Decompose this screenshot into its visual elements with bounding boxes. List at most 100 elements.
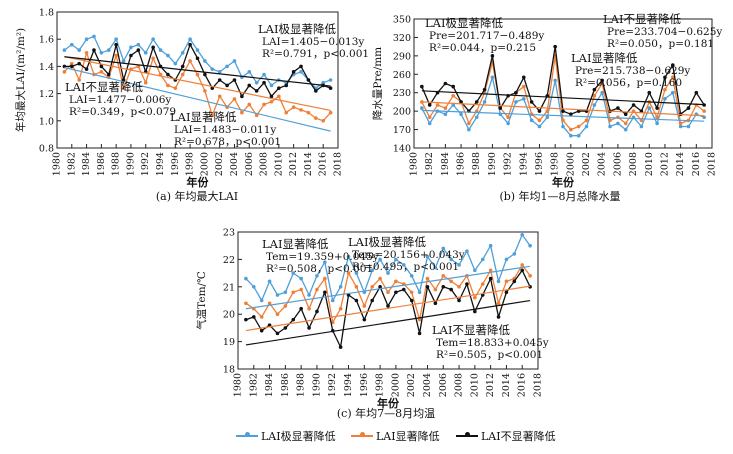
data-point: [647, 90, 652, 95]
data-point: [663, 97, 667, 101]
annotation-stats: R²=0.044，p=0.215: [429, 42, 536, 54]
data-point: [449, 279, 453, 284]
y-tick-label: 1.2: [39, 89, 54, 100]
data-point: [702, 109, 706, 113]
data-point: [608, 124, 612, 129]
data-point: [427, 115, 432, 120]
data-point: [520, 232, 525, 237]
x-tick-label: 2000: [390, 373, 401, 397]
data-point: [259, 328, 264, 333]
data-point: [151, 56, 155, 61]
x-tick-label: 2004: [229, 152, 240, 176]
data-point: [254, 113, 259, 118]
data-point: [195, 56, 200, 61]
data-point: [173, 61, 178, 66]
data-point: [537, 124, 542, 129]
data-point: [121, 86, 126, 90]
data-point: [467, 127, 471, 132]
x-tick-label: 1992: [503, 152, 514, 176]
data-point: [114, 42, 118, 47]
legend-marker-3: [465, 432, 470, 437]
data-point: [346, 254, 351, 259]
data-point: [291, 290, 296, 295]
x-tick-label: 1986: [96, 152, 107, 176]
data-point: [441, 274, 446, 278]
data-point: [631, 103, 636, 107]
x-tick-label: 1980: [52, 152, 63, 176]
data-point: [225, 83, 229, 88]
y-tick-label: 1.4: [39, 62, 54, 73]
data-point: [686, 124, 691, 129]
data-point: [262, 102, 266, 107]
x-tick-label: 2014: [675, 152, 686, 176]
y-tick-label: 18: [223, 365, 235, 376]
data-point: [247, 102, 252, 107]
data-point: [639, 124, 644, 129]
data-point: [338, 285, 343, 289]
data-point: [299, 64, 303, 69]
data-point: [203, 89, 207, 93]
data-point: [496, 301, 501, 306]
data-point: [506, 115, 510, 120]
annotation-stats: R²=0.508，p<0.001: [266, 263, 373, 275]
annotation-title: LAI显著降低: [571, 51, 638, 65]
x-tick-label: 2000: [199, 152, 210, 176]
data-point: [490, 54, 495, 58]
data-point: [77, 78, 81, 82]
data-point: [244, 301, 248, 306]
x-tick-label: 2018: [707, 152, 718, 176]
x-tick-label: 1988: [471, 152, 482, 176]
y-tick-label: 200: [393, 107, 411, 118]
data-point: [528, 274, 532, 278]
y-tick-label: 350: [393, 15, 411, 26]
annotation-1: LAI极显著降低Pre=201.717−0.489yR²=0.044，p=0.2…: [425, 16, 544, 54]
data-point: [569, 127, 573, 132]
y-tick-label: 1.8: [39, 8, 54, 19]
data-point: [69, 42, 74, 47]
data-point: [417, 331, 422, 336]
legend-label-3: LAI不显著降低: [481, 430, 556, 443]
data-point: [328, 110, 333, 115]
x-tick-label: 1996: [170, 152, 181, 176]
data-point: [180, 51, 185, 55]
data-point: [284, 83, 289, 88]
annotation-equation: Tem=18.833+0.045y: [436, 337, 549, 349]
y-axis-label: 年均最大LAI/(m²/m²): [14, 28, 27, 132]
data-point: [394, 279, 398, 284]
data-point: [188, 59, 192, 63]
x-tick-label: 2006: [612, 152, 623, 176]
data-point: [262, 80, 266, 85]
y-tick-label: 1.0: [39, 116, 54, 127]
y-tick-label: 23: [223, 228, 235, 239]
data-point: [299, 287, 303, 292]
data-point: [275, 293, 280, 297]
data-point: [529, 118, 534, 123]
trend-line-1: [64, 66, 331, 132]
data-point: [232, 97, 237, 101]
data-point: [433, 301, 438, 306]
data-point: [480, 282, 485, 286]
data-point: [561, 109, 565, 113]
data-point: [425, 285, 430, 289]
data-point: [473, 268, 477, 273]
data-point: [314, 89, 318, 93]
data-point: [386, 271, 390, 275]
legend-marker-1: [245, 432, 250, 437]
data-point: [267, 323, 272, 327]
x-tick-label: 2012: [288, 152, 299, 176]
data-point: [92, 34, 96, 39]
data-point: [158, 48, 163, 52]
data-point: [136, 48, 141, 52]
x-tick-label: 2004: [597, 152, 608, 176]
data-point: [512, 252, 517, 256]
data-point: [569, 112, 573, 117]
data-point: [210, 67, 215, 71]
data-point: [106, 48, 111, 52]
data-point: [346, 271, 351, 275]
data-point: [217, 78, 222, 82]
x-tick-label: 2010: [273, 152, 284, 176]
x-tick-label: 2008: [259, 152, 270, 176]
x-tick-label: 1990: [487, 152, 498, 176]
data-point: [283, 304, 288, 308]
data-point: [378, 257, 382, 262]
